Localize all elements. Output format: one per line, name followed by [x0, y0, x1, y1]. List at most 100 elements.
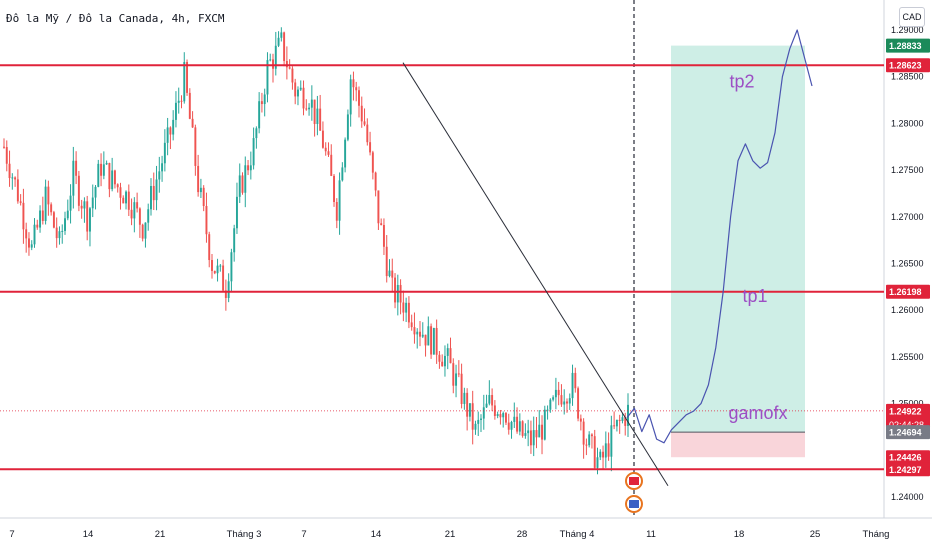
candle-body	[327, 151, 330, 155]
candle-body	[499, 414, 502, 418]
candle-body	[602, 451, 605, 458]
candle-body	[83, 201, 86, 209]
candle-body	[338, 180, 341, 221]
candle-body	[477, 419, 480, 424]
candle-body	[563, 401, 566, 405]
candle-body	[568, 398, 571, 404]
candle-body	[493, 405, 496, 416]
candle-body	[360, 105, 363, 122]
price-tag	[886, 450, 930, 465]
candle-body	[521, 421, 524, 436]
candle-body	[105, 163, 108, 165]
candle-body	[191, 118, 194, 128]
price-tick-label: 1.26500	[891, 259, 924, 269]
candle-body	[369, 142, 372, 153]
candle-body	[111, 170, 114, 190]
annotation-text: tp2	[729, 71, 754, 91]
projection-layer	[626, 29, 813, 444]
time-tick-label: 14	[371, 529, 382, 540]
price-tick-label: 1.27000	[891, 212, 924, 222]
candle-body	[321, 130, 324, 148]
time-tick-label: Tháng 3	[227, 529, 262, 540]
candle-body	[288, 67, 291, 69]
candle-body	[446, 348, 449, 356]
candle-body	[255, 128, 258, 139]
price-tick-label: 1.25000	[891, 399, 924, 409]
trend-line	[402, 62, 669, 487]
candle-body	[566, 401, 568, 404]
candle-body	[61, 230, 64, 232]
candle-body	[380, 223, 383, 226]
time-tick-label: 14	[83, 529, 94, 540]
candle-body	[554, 389, 557, 398]
price-axis[interactable]: 1.29000 1.28500 1.28000 1.27500 1.27000 1.265…	[886, 25, 930, 502]
candle-body	[344, 139, 347, 168]
candle-body	[468, 403, 471, 417]
candle-body	[358, 90, 360, 106]
currency-button[interactable]: CAD	[899, 7, 925, 27]
countdown-label: 02:44:28	[889, 420, 924, 430]
candle-body	[346, 114, 349, 140]
candles-layer	[3, 27, 629, 475]
candle-body	[579, 418, 582, 422]
candle-body	[538, 424, 541, 438]
candle-body	[202, 187, 205, 206]
candle-body	[89, 208, 91, 232]
stop-zone	[671, 432, 805, 458]
levels-layer	[0, 62, 884, 487]
candle-body	[510, 421, 513, 430]
candle-body	[147, 209, 150, 223]
candle-body	[399, 284, 402, 303]
candle-body	[355, 87, 358, 91]
time-tick-label: Tháng 4	[560, 529, 595, 540]
price-tag-label: 1.28623	[889, 61, 922, 71]
candle-body	[64, 218, 66, 231]
candle-body	[349, 79, 352, 115]
time-axis[interactable]: 7 14 21 Tháng 3 7 14 21 28 Tháng 4 11 18 25 Tháng	[9, 529, 889, 540]
candle-body	[407, 302, 410, 323]
candle-body	[305, 108, 308, 110]
candle-body	[488, 395, 491, 404]
price-tag	[886, 425, 930, 440]
candle-body	[535, 430, 538, 438]
candle-body	[122, 197, 125, 204]
candle-body	[252, 138, 255, 166]
candle-body	[297, 89, 299, 97]
canada-flag-icon	[629, 477, 639, 485]
price-tick-label: 1.26000	[891, 305, 924, 315]
candle-body	[507, 422, 510, 430]
price-tag	[886, 58, 930, 73]
candle-body	[524, 433, 527, 436]
candle-body	[58, 231, 61, 239]
candle-body	[541, 424, 543, 440]
candle-body	[97, 163, 100, 187]
candle-body	[102, 164, 105, 176]
candle-body	[41, 210, 44, 221]
candle-body	[33, 224, 36, 245]
candle-body	[596, 457, 599, 468]
candle-body	[396, 284, 399, 303]
candle-body	[36, 224, 39, 228]
candle-body	[258, 101, 261, 129]
candle-body	[19, 201, 22, 203]
price-tag-label: 1.24426	[889, 453, 922, 463]
candle-body	[615, 419, 618, 427]
candle-body	[80, 205, 83, 209]
candle-body	[213, 270, 216, 274]
candle-body	[91, 197, 94, 209]
candle-body	[188, 92, 191, 119]
candle-body	[260, 101, 263, 105]
candle-body	[624, 417, 627, 426]
candle-body	[138, 208, 141, 225]
candle-body	[274, 45, 277, 69]
candle-body	[543, 409, 546, 440]
candle-body	[319, 108, 322, 131]
time-tick-label: 7	[301, 529, 306, 540]
price-tag-label: 1.24694	[889, 428, 922, 438]
candle-body	[44, 186, 47, 221]
candle-body	[391, 270, 394, 278]
candle-body	[505, 413, 507, 423]
candle-body	[302, 87, 305, 109]
candle-body	[463, 392, 466, 404]
